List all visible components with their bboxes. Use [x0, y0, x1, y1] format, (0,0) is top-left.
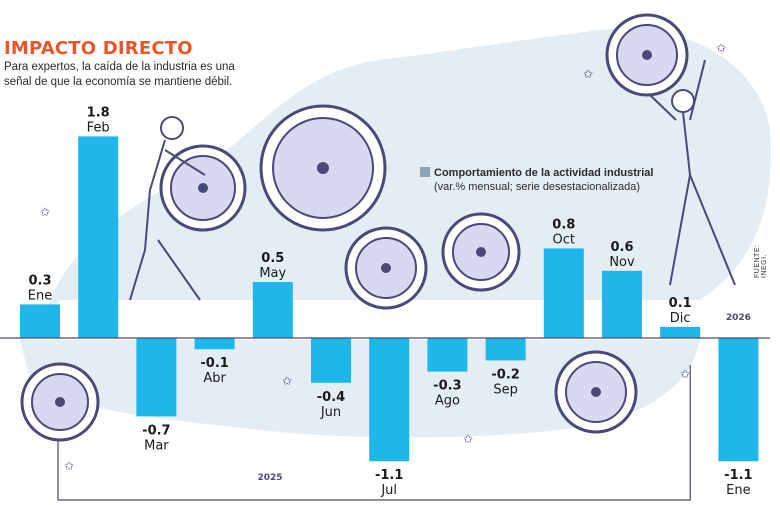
- chart-subtitle: (var.% mensual; serie desestacionalizada…: [434, 181, 641, 193]
- star-icon: ✩: [583, 67, 593, 81]
- bar-jul-6: [369, 338, 410, 462]
- year-bracket-2025: [57, 365, 691, 501]
- bar-sep-8: [485, 338, 526, 361]
- category-label: Sep: [493, 382, 518, 397]
- legend-swatch: [420, 167, 430, 177]
- year-label-2025: 2025: [257, 473, 282, 483]
- category-label: Ene: [726, 483, 750, 498]
- bar-ene-12: [718, 338, 759, 462]
- bar-mar-2: [136, 338, 177, 417]
- value-label: -1.1: [724, 468, 752, 483]
- bar-may-4: [252, 282, 293, 338]
- bar-ene-0: [20, 304, 60, 338]
- legend: Comportamiento de la actividad industria…: [420, 166, 653, 194]
- value-label: -0.1: [200, 356, 228, 371]
- bar-ago-7: [427, 338, 468, 372]
- category-label: Dic: [670, 311, 691, 326]
- value-label: -0.2: [491, 367, 519, 382]
- star-icon: ✩: [64, 459, 74, 473]
- value-label: 0.5: [261, 251, 284, 266]
- value-label: 0.8: [552, 217, 575, 232]
- category-label: Jun: [320, 405, 341, 420]
- year-label-2026: 2026: [726, 313, 751, 323]
- category-label: Feb: [87, 120, 110, 135]
- background-blob-lower: [20, 340, 700, 438]
- category-label: Oct: [553, 232, 575, 247]
- star-icon: ✩: [680, 367, 690, 381]
- gear-icon: [344, 226, 428, 310]
- gear-icon: [441, 212, 521, 292]
- bar-nov-10: [602, 270, 642, 338]
- gear-icon: [20, 362, 100, 442]
- value-label: 0.6: [610, 240, 633, 255]
- category-label: Ago: [435, 394, 460, 409]
- value-label: -1.1: [375, 468, 403, 483]
- bar-jun-5: [311, 338, 351, 383]
- worker-man-illustration: [649, 59, 736, 286]
- chart-title: Comportamiento de la actividad industria…: [434, 167, 654, 179]
- source-note: FUENTE: INEGI.: [754, 244, 768, 278]
- star-icon: ✩: [282, 374, 292, 388]
- category-label: Abr: [203, 371, 226, 386]
- page-subtitle: Para expertos, la caída de la industria …: [4, 61, 235, 88]
- page-title: IMPACTO DIRECTO: [4, 38, 193, 59]
- value-label: 0.3: [28, 273, 51, 288]
- star-icon: ✩: [463, 432, 473, 446]
- category-label: Jul: [380, 483, 397, 498]
- value-label: -0.3: [433, 379, 461, 394]
- star-icon: ✩: [716, 41, 726, 55]
- background-blob: [40, 28, 771, 331]
- category-label: May: [259, 266, 286, 281]
- star-icon: ✩: [40, 205, 50, 219]
- category-label: Mar: [144, 438, 169, 453]
- gear-icon: [605, 13, 689, 97]
- worker-woman-illustration: [129, 116, 206, 301]
- gear-icon: [259, 104, 387, 232]
- bar-dic-11: [660, 326, 701, 338]
- category-label: Ene: [28, 288, 52, 303]
- bar-abr-3: [194, 338, 235, 350]
- category-label: Nov: [609, 255, 635, 270]
- bar-oct-9: [543, 248, 584, 338]
- value-label: -0.7: [142, 423, 170, 438]
- value-label: -0.4: [317, 390, 345, 405]
- value-label: 1.8: [87, 105, 110, 120]
- bar-feb-1: [78, 136, 119, 338]
- gear-icon: [159, 144, 247, 232]
- value-label: 0.1: [669, 296, 692, 311]
- gear-icon: [554, 350, 638, 434]
